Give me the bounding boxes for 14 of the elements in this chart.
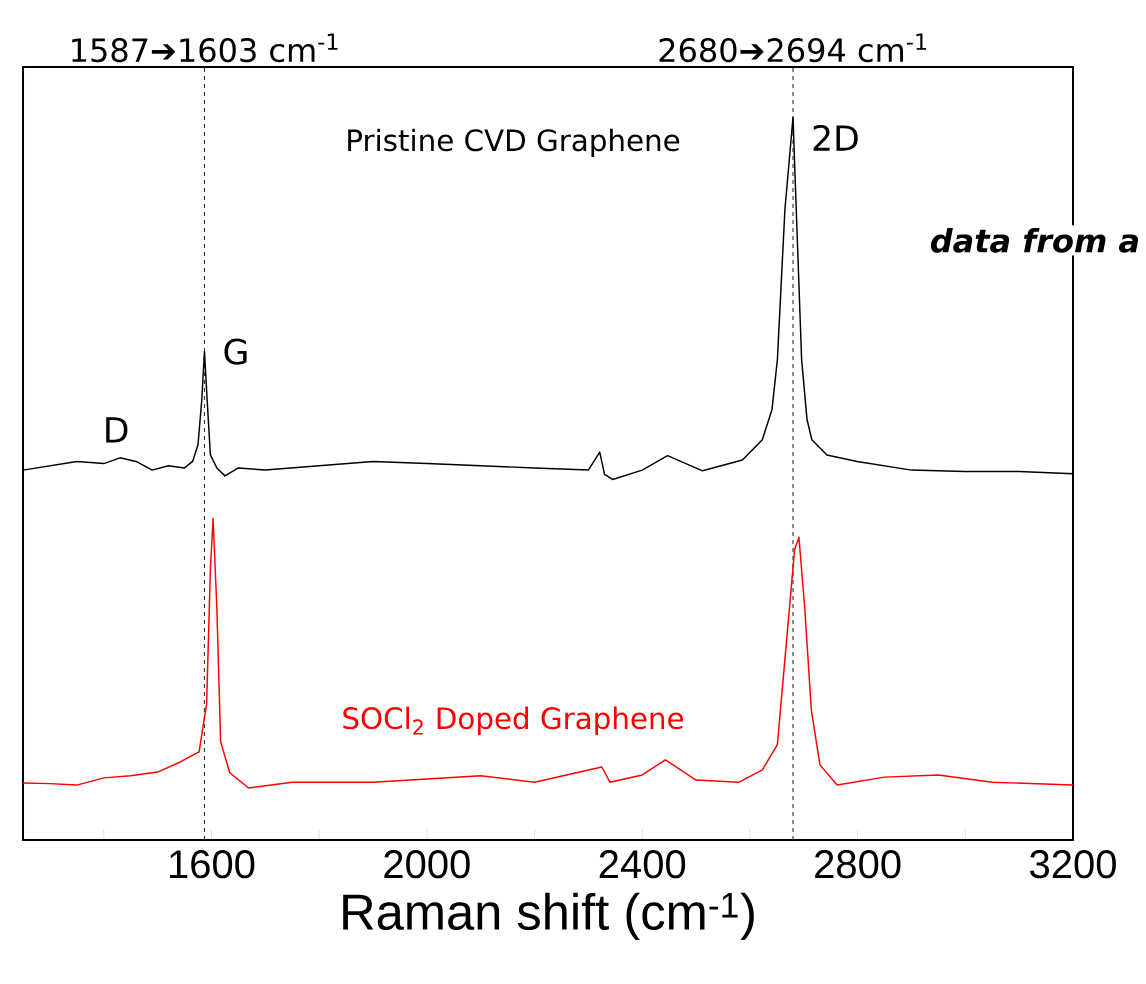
x-tick-label: 1600 — [170, 850, 255, 879]
annotation: D — [106, 417, 128, 443]
annotation: 2D — [813, 124, 858, 151]
x-tick-label: 2800 — [815, 850, 901, 879]
x-tick-label: 2400 — [599, 850, 686, 879]
ref-line-label: 1587➔1603 cm$^{-1}$ — [72, 33, 338, 63]
text: Pristine CVD Graphene — [348, 128, 680, 158]
x-tick-label: 3200 — [1030, 850, 1116, 879]
annotation: data from a — [930, 228, 1139, 253]
annotation: G — [224, 338, 247, 365]
x-tick-label: 2000 — [384, 850, 470, 879]
series-label: SOCl$_{2}$ Doped Graphene — [343, 706, 684, 735]
ref-line-label: 2680➔2694 cm$^{-1}$ — [659, 33, 927, 63]
x-axis-title: Raman shift (cm$^{-1}$) — [343, 892, 754, 941]
